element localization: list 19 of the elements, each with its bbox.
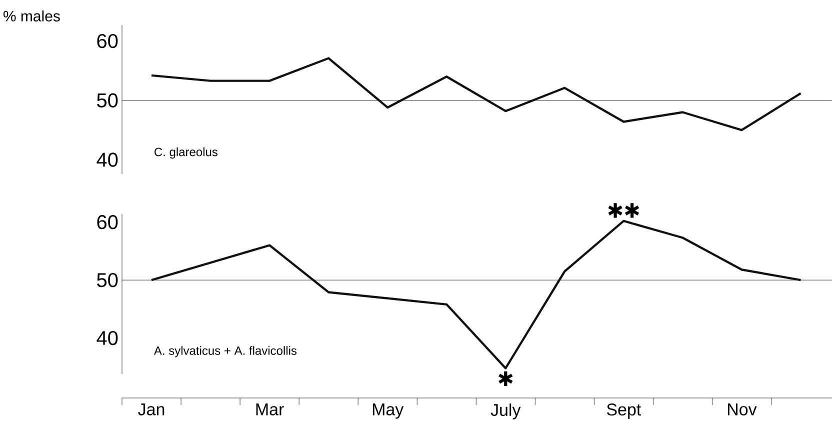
- x-tick-label: Sept: [606, 404, 642, 419]
- x-tick-label: May: [372, 404, 404, 419]
- x-tick-label: Jan: [138, 404, 164, 416]
- x-tick-label: July: [490, 404, 521, 420]
- annotation: C. glareolus: [154, 147, 218, 159]
- y-tick-label: 50: [97, 273, 118, 288]
- y-tick-label: 60: [97, 215, 118, 230]
- x-tick-label: Mar: [256, 404, 284, 416]
- annotation: ✱✱: [608, 203, 640, 218]
- y-tick-label: 60: [97, 34, 118, 48]
- line-series: [150, 57, 802, 132]
- x-tick-label: Nov: [728, 404, 757, 416]
- annotation: ✱: [498, 371, 513, 386]
- y-tick-label: 40: [96, 330, 118, 346]
- line-series: [150, 220, 802, 370]
- y-tick-label: 40: [96, 152, 118, 167]
- y-tick-label: 50: [97, 93, 118, 108]
- y-axis-title: % males: [3, 10, 60, 22]
- annotation: A. sylvaticus + A. flavicollis: [154, 346, 297, 358]
